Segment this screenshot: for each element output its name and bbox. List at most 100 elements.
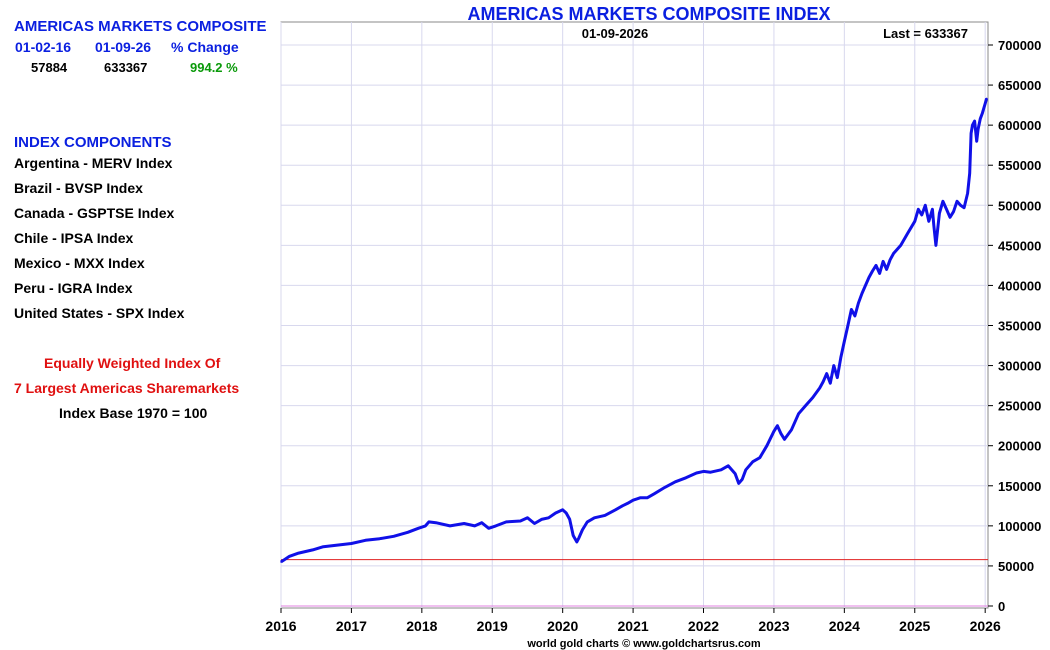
data-point bbox=[973, 120, 976, 122]
data-point bbox=[985, 97, 988, 100]
data-point bbox=[664, 486, 666, 489]
data-point bbox=[322, 545, 325, 548]
y-tick-label: 150000 bbox=[998, 479, 1041, 494]
plot-area bbox=[280, 21, 989, 609]
start-date-label: 01-02-16 bbox=[15, 39, 72, 55]
data-point bbox=[797, 412, 800, 415]
data-point bbox=[804, 404, 807, 407]
data-point bbox=[857, 302, 860, 304]
data-point bbox=[906, 232, 909, 235]
data-point bbox=[935, 244, 937, 247]
data-point bbox=[928, 220, 930, 223]
data-point bbox=[878, 272, 881, 275]
x-tick-label: 2016 bbox=[265, 618, 296, 634]
data-point bbox=[921, 214, 923, 216]
data-point bbox=[822, 380, 824, 383]
data-point bbox=[850, 308, 853, 311]
y-tick-label: 700000 bbox=[998, 38, 1041, 53]
component-item: Peru - IGRA Index bbox=[14, 280, 133, 296]
data-point bbox=[811, 396, 814, 399]
note-line-1: Equally Weighted Index Of bbox=[44, 355, 221, 371]
change-label: % Change bbox=[171, 39, 239, 55]
data-point bbox=[463, 522, 465, 525]
data-point bbox=[745, 469, 747, 471]
data-point bbox=[547, 517, 550, 519]
data-point bbox=[540, 518, 543, 521]
x-tick-label: 2025 bbox=[899, 618, 930, 634]
data-point bbox=[428, 521, 430, 523]
data-point bbox=[854, 315, 856, 317]
data-point bbox=[871, 270, 874, 272]
grid bbox=[280, 22, 988, 608]
chart-date-label: 01-09-2026 bbox=[582, 26, 649, 41]
data-point bbox=[350, 542, 353, 545]
data-point bbox=[818, 387, 821, 389]
data-point bbox=[586, 521, 589, 523]
data-point bbox=[378, 537, 381, 540]
data-point bbox=[392, 535, 395, 538]
component-item: Brazil - BVSP Index bbox=[14, 180, 143, 196]
data-point bbox=[968, 172, 971, 174]
data-point bbox=[685, 477, 687, 479]
data-point bbox=[766, 444, 768, 447]
y-tick-label: 500000 bbox=[998, 198, 1041, 213]
reference-lines bbox=[281, 559, 988, 607]
chart-footer: world gold charts © www.goldchartsrus.co… bbox=[526, 638, 760, 650]
data-point bbox=[868, 276, 870, 279]
data-point bbox=[924, 204, 927, 207]
data-point bbox=[336, 544, 339, 546]
data-point bbox=[952, 210, 955, 213]
data-point bbox=[297, 552, 300, 554]
data-point bbox=[505, 521, 508, 523]
data-point bbox=[917, 208, 920, 211]
data-point bbox=[424, 525, 427, 527]
data-point bbox=[981, 112, 984, 114]
change-value: 994.2 % bbox=[190, 60, 238, 75]
data-point bbox=[864, 284, 867, 287]
y-tick-label: 200000 bbox=[998, 439, 1041, 454]
data-point bbox=[970, 132, 972, 134]
data-point bbox=[840, 356, 842, 359]
y-tick-label: 50000 bbox=[998, 559, 1034, 574]
note-line-2: 7 Largest Americas Sharemarkets bbox=[14, 380, 240, 396]
component-item: Chile - IPSA Index bbox=[14, 230, 134, 246]
data-point bbox=[407, 531, 409, 534]
data-point bbox=[783, 438, 786, 441]
y-tick-label: 450000 bbox=[998, 238, 1041, 253]
chart-last-label: Last = 633367 bbox=[883, 26, 968, 41]
data-point bbox=[975, 140, 978, 142]
note-line-3: Index Base 1970 = 100 bbox=[59, 405, 208, 421]
data-point bbox=[473, 525, 476, 527]
data-point bbox=[963, 206, 965, 209]
component-item: United States - SPX Index bbox=[14, 305, 185, 321]
data-point bbox=[581, 529, 584, 531]
data-point bbox=[311, 549, 314, 551]
data-point bbox=[417, 527, 420, 530]
data-point bbox=[892, 252, 895, 255]
x-tick-label: 2022 bbox=[688, 618, 719, 634]
y-tick-label: 600000 bbox=[998, 118, 1041, 133]
data-point bbox=[480, 521, 483, 524]
data-point bbox=[790, 428, 793, 431]
x-tick-label: 2026 bbox=[970, 618, 1001, 634]
data-point bbox=[288, 555, 291, 558]
x-tick-label: 2021 bbox=[618, 618, 649, 634]
series-layer bbox=[280, 97, 989, 564]
data-point bbox=[526, 517, 529, 519]
data-point bbox=[283, 558, 286, 561]
data-point bbox=[495, 525, 497, 527]
axes: 2016 2017 2018 2019 2020 2021 2022 2023 2024 2025… bbox=[265, 38, 1041, 634]
data-point bbox=[942, 200, 944, 203]
data-point bbox=[741, 478, 743, 481]
data-point bbox=[653, 493, 655, 495]
data-point bbox=[695, 472, 698, 474]
component-item: Argentina - MERV Index bbox=[14, 155, 173, 171]
data-point bbox=[702, 470, 705, 473]
y-tick-label: 100000 bbox=[998, 519, 1041, 534]
data-point bbox=[568, 518, 571, 521]
data-point bbox=[734, 473, 736, 475]
data-point bbox=[847, 324, 849, 327]
data-point bbox=[674, 481, 677, 483]
components-heading: INDEX COMPONENTS bbox=[14, 134, 172, 151]
